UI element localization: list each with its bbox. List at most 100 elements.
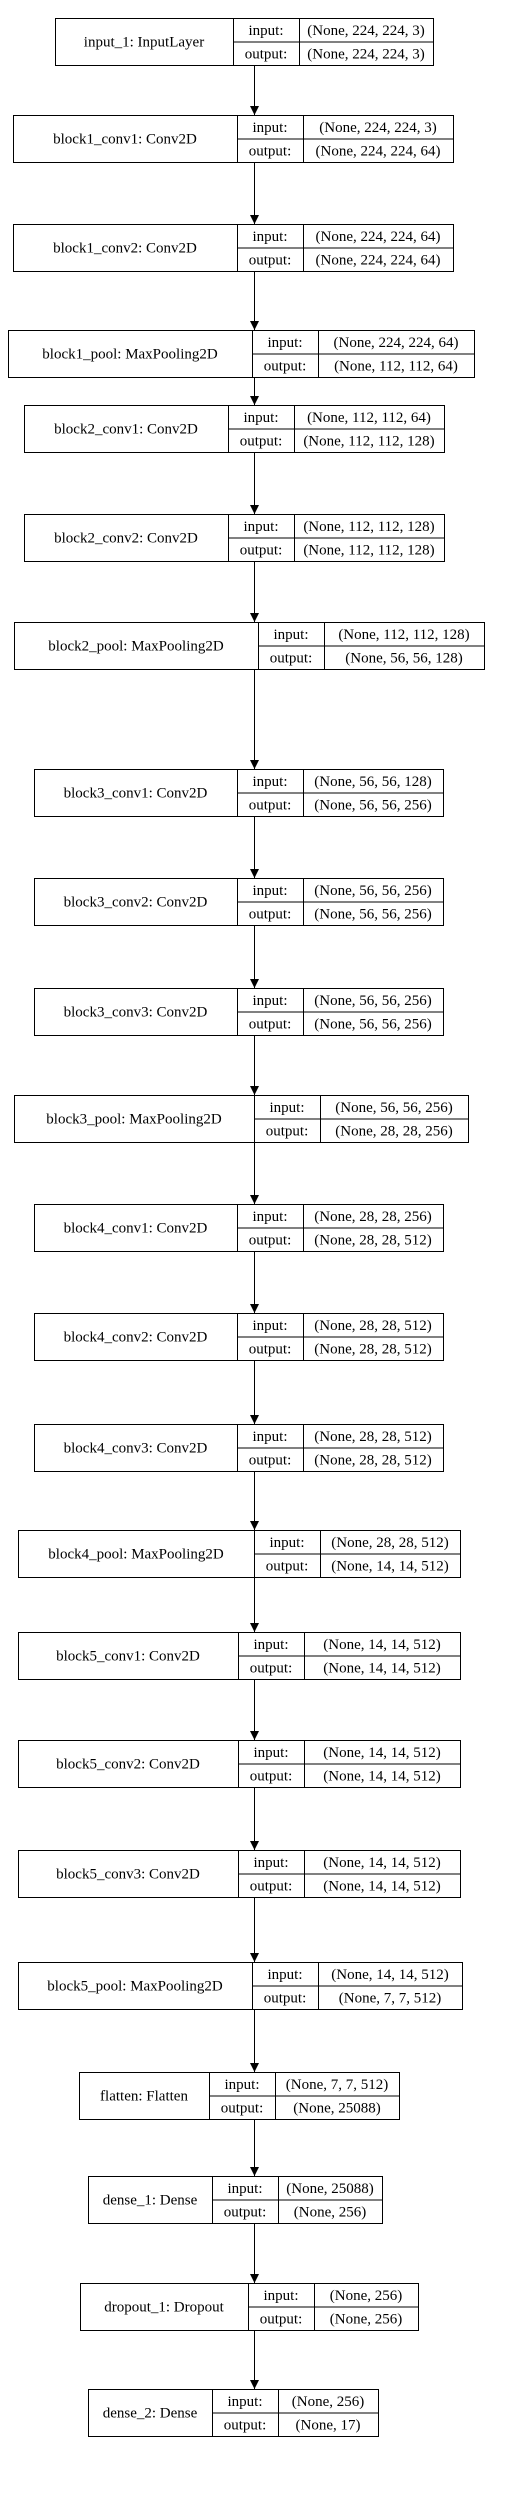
layer-name: block2_pool: MaxPooling2D bbox=[48, 639, 224, 655]
input-shape: (None, 28, 28, 512) bbox=[314, 1318, 431, 1334]
output-shape: (None, 112, 112, 128) bbox=[303, 542, 434, 558]
input-shape: (None, 14, 14, 512) bbox=[323, 1637, 440, 1653]
layer-node: block4_conv2: Conv2D input: output: (None, … bbox=[34, 1313, 444, 1361]
output-shape: (None, 28, 28, 512) bbox=[314, 1452, 431, 1468]
layer-node: block5_conv1: Conv2D input: output: (None, … bbox=[18, 1632, 461, 1680]
output-shape: (None, 56, 56, 128) bbox=[345, 650, 462, 666]
layer-node: block1_pool: MaxPooling2D input: output: (N… bbox=[8, 330, 475, 378]
output-shape: (None, 224, 224, 64) bbox=[316, 252, 441, 268]
input-shape: (None, 28, 28, 256) bbox=[314, 1209, 431, 1225]
input-label: input: bbox=[253, 1855, 288, 1871]
output-shape: (None, 17) bbox=[296, 2417, 361, 2433]
layer-node-border bbox=[13, 115, 454, 163]
layer-node: flatten: Flatten input: output: (None, 7, 7… bbox=[79, 2072, 400, 2120]
output-shape: (None, 224, 224, 3) bbox=[307, 46, 424, 62]
input-label: input: bbox=[252, 993, 287, 1009]
layer-name: block4_conv2: Conv2D bbox=[64, 1330, 208, 1346]
input-shape: (None, 7, 7, 512) bbox=[286, 2077, 388, 2093]
input-shape: (None, 224, 224, 3) bbox=[307, 23, 424, 39]
layer-node: block5_conv3: Conv2D input: output: (None, … bbox=[18, 1850, 461, 1898]
layer-node: block2_pool: MaxPooling2D input: output: (N… bbox=[14, 622, 485, 670]
input-label: input: bbox=[227, 2394, 262, 2410]
output-label: output: bbox=[249, 1016, 292, 1032]
output-label: output: bbox=[264, 1990, 307, 2006]
layer-node: dense_2: Dense input: output: (None, 256) (N… bbox=[88, 2389, 379, 2437]
input-shape: (None, 14, 14, 512) bbox=[331, 1967, 448, 1983]
input-shape: (None, 256) bbox=[330, 2288, 402, 2304]
layer-node: block4_conv3: Conv2D input: output: (None, … bbox=[34, 1424, 444, 1472]
output-shape: (None, 256) bbox=[330, 2311, 402, 2327]
output-label: output: bbox=[264, 358, 307, 374]
layer-name: block5_pool: MaxPooling2D bbox=[47, 1979, 223, 1995]
input-label: input: bbox=[252, 229, 287, 245]
input-shape: (None, 56, 56, 256) bbox=[335, 1100, 452, 1116]
input-shape: (None, 14, 14, 512) bbox=[323, 1855, 440, 1871]
input-label: input: bbox=[263, 2288, 298, 2304]
output-shape: (None, 28, 28, 512) bbox=[314, 1341, 431, 1357]
output-label: output: bbox=[249, 1232, 292, 1248]
layer-node: block5_pool: MaxPooling2D input: output: (N… bbox=[18, 1962, 463, 2010]
layer-node: block1_conv1: Conv2D input: output: (None, … bbox=[13, 115, 454, 163]
layer-name: block3_conv3: Conv2D bbox=[64, 1005, 208, 1021]
output-shape: (None, 256) bbox=[294, 2204, 366, 2220]
input-shape: (None, 28, 28, 512) bbox=[331, 1535, 448, 1551]
output-shape: (None, 56, 56, 256) bbox=[314, 1016, 431, 1032]
nodes: input_1: InputLayer input: output: (None, 2… bbox=[8, 18, 485, 2437]
output-label: output: bbox=[260, 2311, 303, 2327]
output-shape: (None, 14, 14, 512) bbox=[323, 1660, 440, 1676]
layer-node: block3_pool: MaxPooling2D input: output: (N… bbox=[14, 1095, 469, 1143]
layer-name: block3_conv2: Conv2D bbox=[64, 895, 208, 911]
output-label: output: bbox=[240, 542, 283, 558]
layer-name: block4_pool: MaxPooling2D bbox=[48, 1547, 224, 1563]
input-shape: (None, 256) bbox=[292, 2394, 364, 2410]
layer-node: block5_conv2: Conv2D input: output: (None, … bbox=[18, 1740, 461, 1788]
layer-name: block2_conv1: Conv2D bbox=[54, 422, 198, 438]
layer-name: dropout_1: Dropout bbox=[104, 2300, 224, 2316]
layer-name: input_1: InputLayer bbox=[84, 35, 204, 51]
output-shape: (None, 28, 28, 512) bbox=[314, 1232, 431, 1248]
input-label: input: bbox=[243, 519, 278, 535]
output-shape: (None, 7, 7, 512) bbox=[339, 1990, 441, 2006]
input-label: input: bbox=[267, 335, 302, 351]
input-label: input: bbox=[269, 1100, 304, 1116]
output-shape: (None, 56, 56, 256) bbox=[314, 906, 431, 922]
input-shape: (None, 224, 224, 64) bbox=[316, 229, 441, 245]
output-label: output: bbox=[249, 143, 292, 159]
output-label: output: bbox=[250, 1768, 293, 1784]
layer-node: block3_conv1: Conv2D input: output: (None, … bbox=[34, 769, 444, 817]
output-shape: (None, 14, 14, 512) bbox=[323, 1768, 440, 1784]
input-shape: (None, 224, 224, 3) bbox=[319, 120, 436, 136]
layer-node: block4_conv1: Conv2D input: output: (None, … bbox=[34, 1204, 444, 1252]
layer-node: block2_conv1: Conv2D input: output: (None, … bbox=[24, 405, 445, 453]
output-shape: (None, 14, 14, 512) bbox=[323, 1878, 440, 1894]
output-label: output: bbox=[250, 1878, 293, 1894]
output-shape: (None, 224, 224, 64) bbox=[316, 143, 441, 159]
output-label: output: bbox=[245, 46, 288, 62]
layer-node: dense_1: Dense input: output: (None, 25088)… bbox=[88, 2176, 383, 2224]
output-label: output: bbox=[240, 433, 283, 449]
input-label: input: bbox=[252, 1209, 287, 1225]
output-label: output: bbox=[249, 906, 292, 922]
output-label: output: bbox=[249, 1452, 292, 1468]
layer-name: block4_conv1: Conv2D bbox=[64, 1221, 208, 1237]
layer-name: block5_conv1: Conv2D bbox=[56, 1649, 200, 1665]
input-shape: (None, 28, 28, 512) bbox=[314, 1429, 431, 1445]
output-label: output: bbox=[249, 797, 292, 813]
input-label: input: bbox=[252, 120, 287, 136]
input-shape: (None, 56, 56, 128) bbox=[314, 774, 431, 790]
layer-name: flatten: Flatten bbox=[100, 2089, 188, 2105]
layer-name: block5_conv2: Conv2D bbox=[56, 1757, 200, 1773]
layer-node: block1_conv2: Conv2D input: output: (None, … bbox=[13, 224, 454, 272]
output-shape: (None, 14, 14, 512) bbox=[331, 1558, 448, 1574]
input-label: input: bbox=[252, 774, 287, 790]
output-shape: (None, 28, 28, 256) bbox=[335, 1123, 452, 1139]
input-label: input: bbox=[243, 410, 278, 426]
layer-node: block3_conv3: Conv2D input: output: (None, … bbox=[34, 988, 444, 1036]
output-label: output: bbox=[266, 1123, 309, 1139]
input-shape: (None, 56, 56, 256) bbox=[314, 883, 431, 899]
input-shape: (None, 56, 56, 256) bbox=[314, 993, 431, 1009]
input-shape: (None, 14, 14, 512) bbox=[323, 1745, 440, 1761]
output-label: output: bbox=[221, 2100, 264, 2116]
layer-name: dense_2: Dense bbox=[103, 2406, 198, 2422]
